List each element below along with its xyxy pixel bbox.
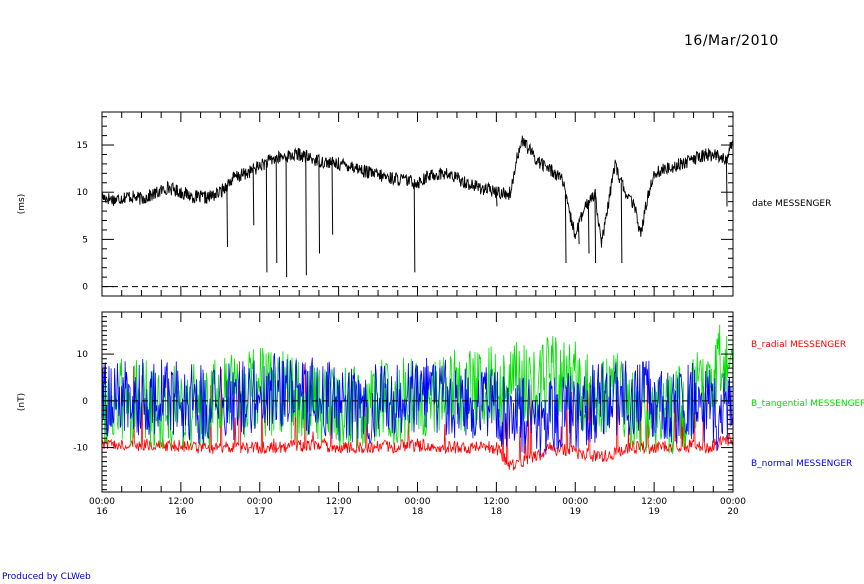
delay-series bbox=[101, 135, 734, 278]
delay-spike bbox=[564, 194, 567, 263]
x-tick-label-time: 12:00 bbox=[483, 497, 509, 507]
delay-panel-frame bbox=[101, 111, 734, 297]
x-tick-label-time: 00:00 bbox=[405, 497, 431, 507]
delay-spike bbox=[331, 162, 334, 235]
delay-spike bbox=[594, 192, 597, 263]
delay-spike bbox=[318, 160, 321, 254]
y-tick-label: 10 bbox=[77, 188, 89, 198]
delay-spike bbox=[578, 225, 580, 245]
x-tick-label-day: 16 bbox=[96, 507, 108, 517]
delay-spike bbox=[725, 159, 728, 207]
x-tick-label-day: 18 bbox=[491, 507, 503, 517]
delay-axes: 0 5 10 15 bbox=[77, 112, 734, 297]
y-tick-label: 10 bbox=[77, 350, 89, 360]
delay-spike bbox=[265, 162, 268, 273]
delay-spike bbox=[285, 156, 288, 278]
delay-spike bbox=[587, 201, 590, 254]
delay-spike bbox=[275, 158, 278, 263]
field-axes: -1001000:001612:001600:001712:001700:001… bbox=[73, 311, 746, 517]
x-tick-label-time: 00:00 bbox=[89, 497, 115, 507]
delay-spike bbox=[305, 156, 307, 276]
y-tick-label: 5 bbox=[82, 235, 88, 245]
plot-date: 16/Mar/2010 bbox=[684, 33, 779, 49]
credit-text: Produced by CLWeb bbox=[2, 572, 91, 582]
x-tick-label-time: 12:00 bbox=[641, 497, 667, 507]
x-tick-label-day: 19 bbox=[648, 507, 660, 517]
legend-b-radial: B_radial MESSENGER bbox=[751, 340, 846, 350]
x-tick-label-time: 00:00 bbox=[562, 497, 588, 507]
y-tick-label: 0 bbox=[82, 397, 88, 407]
delay-spike bbox=[495, 192, 498, 207]
x-tick-label-day: 18 bbox=[412, 507, 424, 517]
series-b-normal-messenger bbox=[101, 353, 734, 456]
x-tick-label-day: 20 bbox=[727, 507, 739, 517]
field-axis-label: (nT) bbox=[17, 393, 27, 411]
x-tick-label-day: 19 bbox=[570, 507, 582, 517]
x-tick-label-day: 17 bbox=[254, 507, 265, 517]
delay-axis-label: (ms) bbox=[17, 194, 27, 214]
x-tick-label-time: 12:00 bbox=[326, 497, 352, 507]
y-tick-label: 15 bbox=[77, 141, 88, 151]
delay-spike bbox=[620, 182, 623, 263]
x-tick-label-time: 00:00 bbox=[720, 497, 746, 507]
series-b-radial-messenger bbox=[101, 360, 734, 471]
delay-spike bbox=[252, 169, 255, 226]
x-tick-label-day: 16 bbox=[175, 507, 187, 517]
y-tick-label: -10 bbox=[73, 444, 88, 454]
delay-spike bbox=[226, 185, 228, 247]
x-tick-label-day: 17 bbox=[333, 507, 344, 517]
y-tick-label: 0 bbox=[82, 283, 88, 293]
panel-magnetic-field: -1001000:001612:001600:001712:001700:001… bbox=[17, 311, 864, 517]
legend-b-tangential: B_tangential MESSENGER bbox=[751, 399, 864, 409]
legend-b-normal: B_normal MESSENGER bbox=[751, 459, 852, 469]
x-tick-label-time: 00:00 bbox=[247, 497, 273, 507]
x-tick-label-time: 12:00 bbox=[168, 497, 194, 507]
field-series bbox=[101, 324, 734, 471]
panel-delay: 0 5 10 15 (ms) date MESSENGER bbox=[17, 111, 831, 297]
legend-date-messenger: date MESSENGER bbox=[752, 199, 831, 209]
series-date-messenger bbox=[101, 135, 734, 248]
delay-spike bbox=[413, 182, 416, 273]
